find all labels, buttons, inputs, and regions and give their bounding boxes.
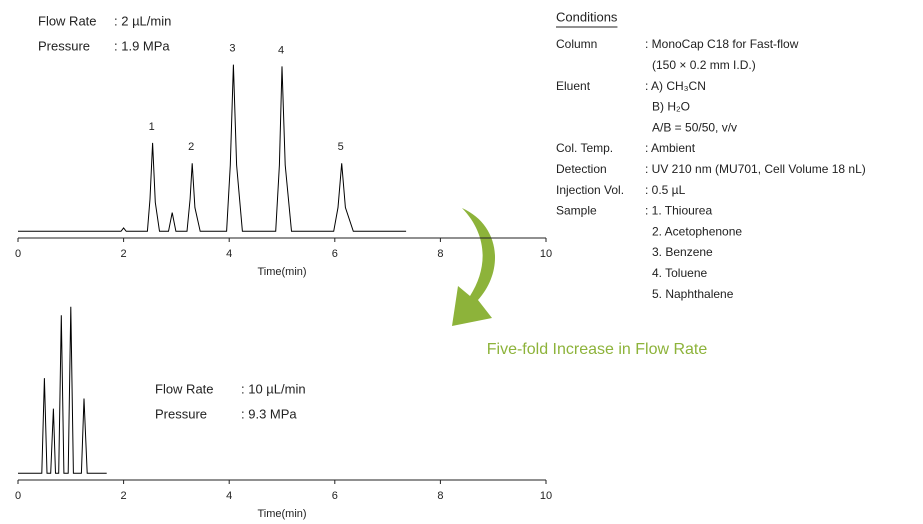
- condition-value: : 1. Thiourea: [645, 204, 712, 218]
- condition-value: : UV 210 nm (MU701, Cell Volume 18 nL): [645, 162, 866, 176]
- x-axis-label: Time(min): [257, 508, 306, 520]
- condition-value: 4. Toluene: [652, 266, 707, 280]
- peak-label: 3: [229, 43, 235, 55]
- condition-label: Detection: [556, 162, 607, 176]
- x-axis-label: Time(min): [257, 266, 306, 278]
- peak-label: 4: [278, 44, 284, 56]
- annotation-label: Flow Rate: [38, 13, 97, 28]
- annotation-label: Pressure: [38, 38, 90, 53]
- x-tick-label: 4: [226, 490, 232, 502]
- peak-label: 2: [188, 141, 194, 153]
- annotation-value: : 1.9 MPa: [114, 38, 170, 53]
- arrow: [452, 208, 496, 326]
- condition-value: 3. Benzene: [652, 245, 713, 259]
- annotation-label: Pressure: [155, 406, 207, 421]
- annotation-value: : 9.3 MPa: [241, 406, 297, 421]
- conditions-title: Conditions: [556, 9, 618, 24]
- condition-label: Sample: [556, 204, 597, 218]
- condition-value: : 0.5 µL: [645, 183, 686, 197]
- peak-label: 5: [338, 141, 344, 153]
- annotation-value: : 2 µL/min: [114, 13, 171, 28]
- condition-label: Col. Temp.: [556, 141, 613, 155]
- condition-value: (150 × 0.2 mm I.D.): [652, 58, 756, 72]
- condition-value: B) H₂O: [652, 100, 690, 114]
- x-tick-label: 8: [437, 490, 443, 502]
- condition-label: Column: [556, 37, 597, 51]
- x-tick-label: 0: [15, 248, 21, 260]
- x-tick-label: 10: [540, 490, 552, 502]
- x-tick-label: 6: [332, 248, 338, 260]
- chromatogram-line: [18, 306, 107, 474]
- x-tick-label: 2: [121, 248, 127, 260]
- condition-value: : Ambient: [645, 141, 696, 155]
- condition-value: 5. Naphthalene: [652, 287, 734, 301]
- x-tick-label: 8: [437, 248, 443, 260]
- annotation-value: : 10 µL/min: [241, 381, 306, 396]
- x-tick-label: 0: [15, 490, 21, 502]
- condition-label: Eluent: [556, 79, 591, 93]
- caption: Five-fold Increase in Flow Rate: [487, 341, 708, 358]
- chromatogram-line: [18, 64, 407, 232]
- condition-value: A/B = 50/50, v/v: [652, 120, 737, 134]
- x-tick-label: 6: [332, 490, 338, 502]
- peak-label: 1: [149, 121, 155, 133]
- annotation-label: Flow Rate: [155, 381, 214, 396]
- condition-value: : MonoCap C18 for Fast-flow: [645, 37, 799, 51]
- condition-value: 2. Acetophenone: [652, 224, 742, 238]
- condition-label: Injection Vol.: [556, 183, 624, 197]
- x-tick-label: 4: [226, 248, 232, 260]
- condition-value: : A) CH₃CN: [645, 79, 706, 93]
- x-tick-label: 2: [121, 490, 127, 502]
- x-tick-label: 10: [540, 248, 552, 260]
